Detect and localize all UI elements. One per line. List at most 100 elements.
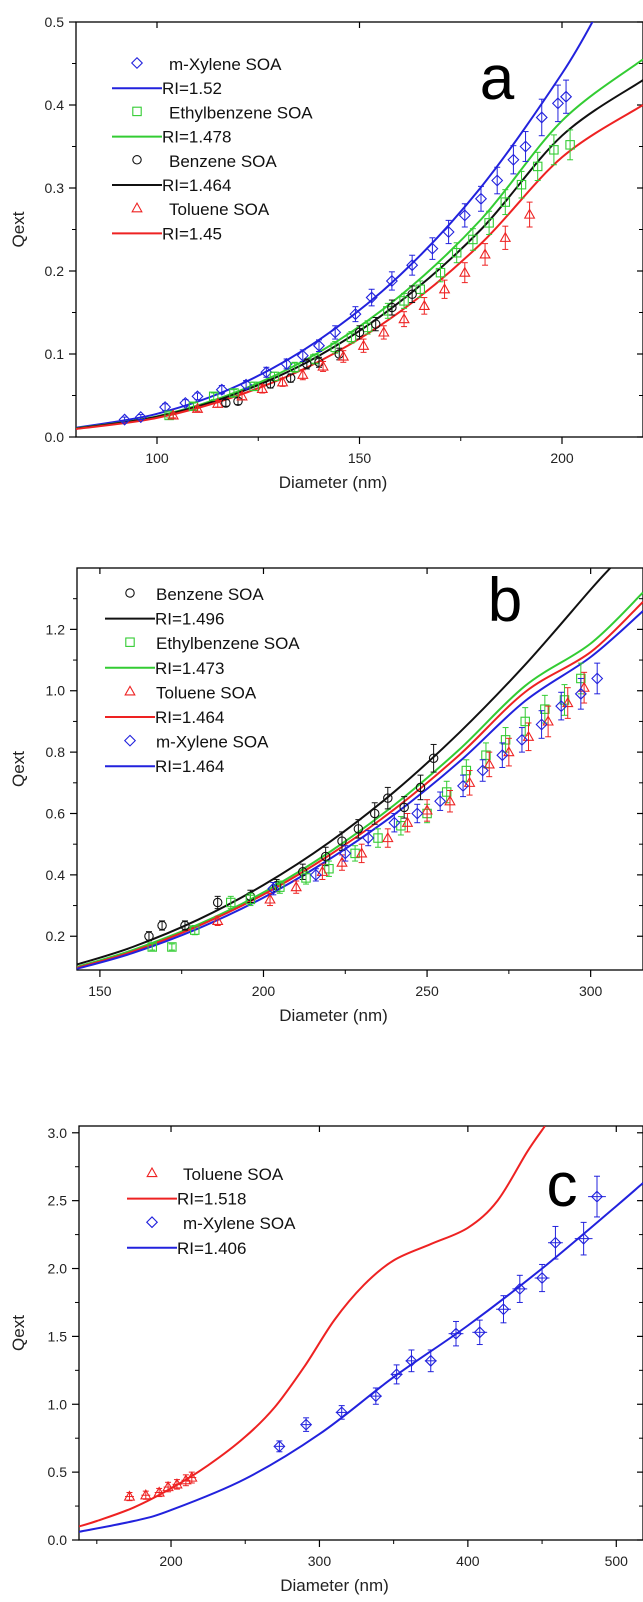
legend-marker: [146, 1166, 158, 1178]
data-point: [484, 218, 494, 228]
data-point: [496, 749, 509, 762]
fit-line-square: [77, 591, 643, 968]
fit-line-diamond: [77, 610, 643, 970]
data-point: [476, 764, 489, 777]
data-point: [320, 851, 331, 862]
y-tick-label: 0.2: [45, 263, 65, 279]
legend-label: RI=1.406: [177, 1239, 246, 1258]
x-tick-label: 400: [456, 1553, 480, 1569]
data-point: [180, 920, 190, 931]
data-point: [483, 758, 496, 769]
data-point: [577, 1232, 590, 1245]
data-point: [387, 302, 397, 313]
legend-marker: [132, 106, 142, 117]
data-point: [540, 704, 550, 714]
data-point: [497, 1303, 510, 1316]
data-point: [355, 847, 368, 858]
legend-label: RI=1.478: [162, 128, 231, 147]
data-point: [481, 750, 491, 760]
data-point: [236, 390, 248, 401]
data-point: [428, 753, 439, 764]
data-point: [171, 1478, 183, 1489]
data-point: [362, 832, 375, 845]
y-tick-label: 0.4: [45, 97, 65, 113]
data-point: [551, 97, 564, 110]
series-diamond: [118, 79, 573, 426]
legend-label: m-Xylene SOA: [169, 55, 282, 74]
data-point: [118, 413, 131, 426]
legend: Benzene SOA RI=1.496 Ethylbenzene SOA RI=1.…: [105, 585, 300, 776]
data-point: [479, 248, 491, 259]
data-point: [424, 1354, 437, 1367]
x-axis: 200 300 400 500: [96, 1126, 628, 1569]
data-point: [337, 350, 350, 361]
y-tick-label: 0.5: [48, 1464, 68, 1480]
data-point: [339, 847, 352, 860]
data-point: [435, 267, 446, 278]
data-point: [134, 411, 147, 424]
y-tick-label: 2.0: [48, 1261, 68, 1277]
data-point: [405, 1354, 418, 1367]
data-point: [349, 308, 362, 321]
data-point: [264, 893, 276, 904]
data-point: [438, 283, 451, 294]
data-point: [411, 807, 424, 820]
data-point: [144, 931, 154, 941]
data-point: [312, 339, 326, 352]
data-point: [444, 795, 456, 806]
data-point: [265, 379, 276, 389]
data-point: [473, 1326, 486, 1339]
y-axis-title: Qext: [9, 211, 28, 247]
data-point: [532, 161, 543, 172]
data-point: [329, 326, 342, 339]
data-point: [418, 299, 431, 310]
y-tick-label: 1.0: [46, 683, 66, 699]
data-point: [140, 1489, 152, 1500]
y-tick-label: 0.8: [46, 744, 66, 760]
legend-marker: [131, 202, 143, 213]
data-point: [300, 1418, 313, 1431]
data-point: [301, 873, 311, 883]
series-triangle: [167, 201, 536, 420]
data-point: [260, 366, 273, 379]
data-point: [249, 381, 259, 392]
plot-area: [77, 568, 643, 970]
data-point: [523, 208, 536, 219]
legend-label: RI=1.496: [155, 610, 224, 629]
y-axis: 0.2 0.4 0.6 0.8 1.0 1.2: [46, 598, 643, 944]
legend-label: Benzene SOA: [156, 585, 264, 604]
legend-label: Toluene SOA: [169, 200, 270, 219]
y-tick-label: 1.2: [46, 621, 66, 637]
legend-marker: [124, 685, 136, 696]
data-point: [123, 1490, 136, 1501]
legend-marker: [123, 734, 137, 747]
data-point: [561, 696, 574, 708]
legend-label: Ethylbenzene SOA: [169, 103, 313, 122]
legend-label: RI=1.464: [155, 757, 224, 776]
data-point: [271, 880, 282, 891]
data-point: [297, 368, 309, 379]
data-point: [474, 192, 488, 205]
data-point: [415, 782, 426, 793]
panel-letter: a: [480, 44, 515, 113]
data-point: [565, 140, 575, 150]
data-point: [382, 831, 394, 843]
data-point: [208, 391, 219, 402]
data-point: [370, 319, 381, 329]
x-tick-label: 100: [145, 450, 169, 466]
data-point: [324, 863, 334, 874]
data-point: [426, 242, 439, 255]
data-point: [226, 897, 236, 908]
data-point: [147, 942, 157, 952]
data-point: [186, 1471, 198, 1482]
data-point: [309, 868, 322, 881]
y-tick-label: 0.2: [46, 928, 66, 944]
data-point: [211, 397, 224, 408]
legend-label: RI=1.52: [162, 79, 222, 98]
data-point: [369, 808, 380, 819]
series-diamond: [273, 1175, 606, 1453]
y-tick-label: 0.0: [45, 429, 65, 445]
data-point: [296, 349, 309, 362]
data-point: [500, 735, 511, 745]
